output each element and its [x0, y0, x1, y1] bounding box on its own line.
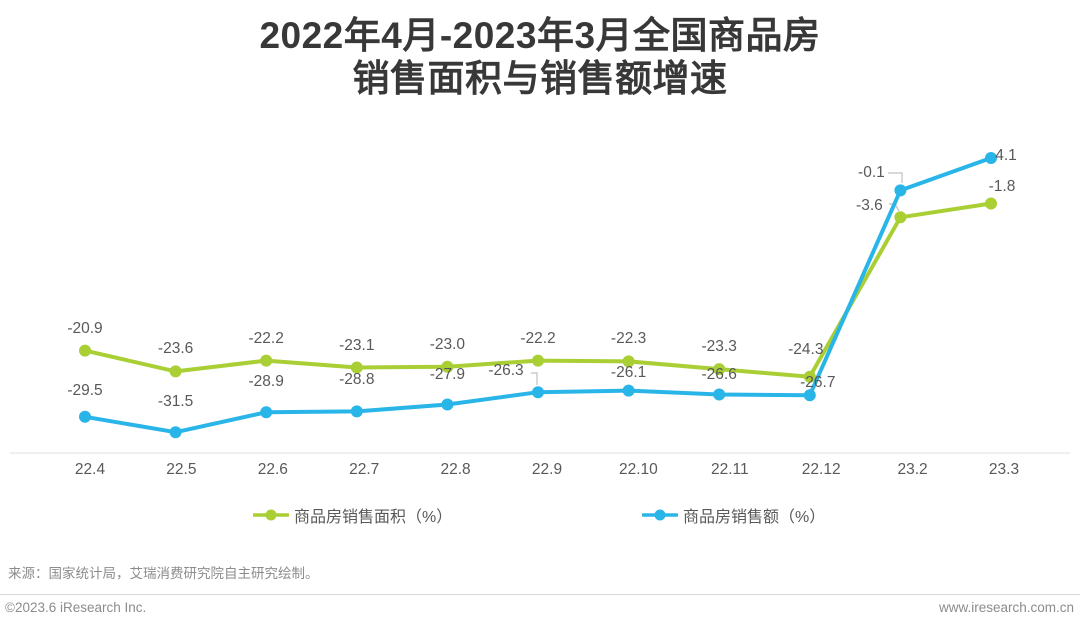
data-label: -29.5	[67, 381, 103, 399]
x-tick-label: 22.11	[710, 461, 749, 478]
x-tick-label: 22.4	[74, 461, 106, 478]
data-label: -24.3	[788, 340, 824, 358]
data-point	[713, 363, 726, 376]
x-tick-label: 22.12	[801, 461, 841, 478]
data-label: -23.6	[157, 340, 194, 358]
chart-title: 2022年4月-2023年3月全国商品房 销售面积与销售额增速	[0, 14, 1080, 100]
data-point	[985, 197, 997, 210]
data-label: -23.1	[339, 336, 375, 354]
data-label: -31.5	[157, 393, 194, 411]
data-label: -23.0	[429, 335, 466, 353]
chart-title-line2: 销售面积与销售额增速	[352, 58, 728, 99]
x-tick-label: 22.8	[440, 461, 471, 478]
data-point	[803, 389, 816, 402]
data-point	[169, 365, 182, 378]
data-label: -1.8	[988, 178, 1016, 196]
data-label: -27.9	[429, 366, 466, 384]
data-point	[803, 370, 816, 383]
legend-label-sales-area: 商品房销售面积（%）	[294, 509, 453, 526]
footer-divider	[0, 594, 1080, 595]
data-label: -0.1	[858, 164, 885, 182]
data-point	[350, 361, 363, 374]
data-label: -22.3	[610, 330, 647, 348]
legend-item-sales-area: 商品房销售面积（%）	[253, 503, 452, 527]
data-label: -23.3	[701, 338, 737, 356]
data-label: 4.1	[995, 147, 1017, 165]
data-point	[532, 386, 544, 399]
data-label: -26.3	[488, 362, 524, 380]
legend: 商品房销售面积（%） 商品房销售额（%）	[0, 503, 1080, 529]
data-point	[532, 354, 544, 367]
legend-marker-line-dot-icon	[642, 509, 678, 521]
x-tick-label: 22.6	[257, 461, 288, 478]
x-tick-label: 22.7	[349, 461, 380, 478]
data-point	[350, 405, 363, 418]
legend-marker-line-dot-icon	[253, 509, 289, 521]
data-label: -22.2	[248, 329, 284, 347]
data-point	[622, 384, 635, 397]
data-label: -26.6	[701, 366, 737, 384]
x-tick-label: 23.2	[897, 461, 928, 478]
chart-title-line1: 2022年4月-2023年3月全国商品房	[259, 15, 821, 56]
x-tick-label: 22.5	[166, 461, 197, 478]
x-tick-label: 23.3	[988, 461, 1020, 478]
data-label: -26.7	[800, 374, 836, 392]
data-point	[79, 410, 91, 423]
data-point	[985, 152, 997, 164]
x-tick-label: 22.9	[531, 461, 563, 478]
data-label: -26.1	[610, 363, 647, 381]
legend-label-sales-amount: 商品房销售额（%）	[683, 509, 826, 526]
data-point	[260, 354, 273, 367]
data-label: -28.9	[248, 373, 284, 391]
website-text: www.iresearch.com.cn	[938, 600, 1074, 615]
x-tick-label: 22.10	[618, 461, 658, 478]
data-point	[441, 398, 454, 411]
data-point	[894, 184, 907, 197]
data-point	[894, 211, 907, 224]
data-point	[260, 406, 273, 419]
data-point	[169, 426, 182, 439]
data-label: -3.6	[856, 197, 883, 215]
data-point	[713, 388, 726, 401]
legend-item-sales-amount: 商品房销售额（%）	[642, 503, 825, 527]
data-point	[79, 344, 91, 357]
data-point	[441, 360, 454, 373]
label-leader-line	[531, 372, 538, 385]
copyright-text: ©2023.6 iResearch Inc.	[5, 600, 147, 615]
data-label: -20.9	[67, 319, 103, 337]
source-note: 来源：国家统计局，艾瑞消费研究院自主研究绘制。	[8, 566, 319, 581]
label-leader-line	[888, 172, 903, 183]
data-label: -28.8	[339, 371, 375, 389]
data-label: -22.2	[520, 329, 556, 347]
data-point	[622, 355, 635, 368]
